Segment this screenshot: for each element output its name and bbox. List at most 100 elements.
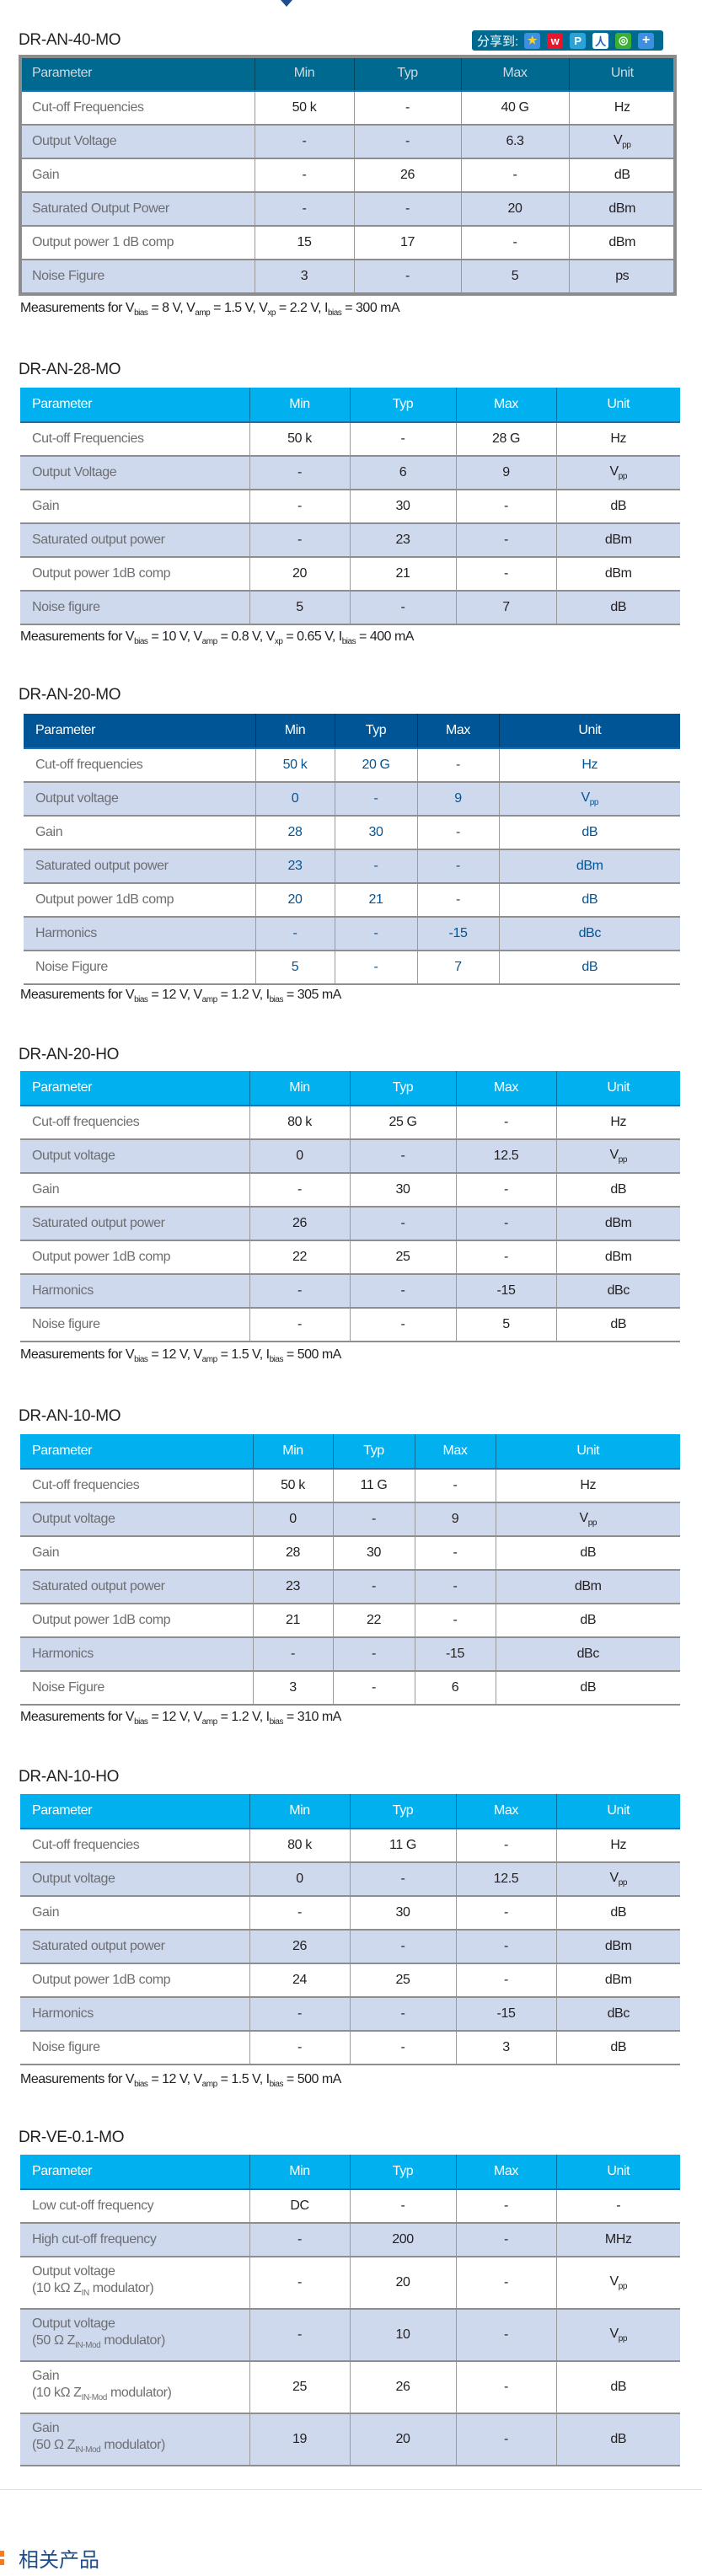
typ-cell: 25 xyxy=(349,1963,456,1998)
table-header-row: Parameter Min Typ Max Unit xyxy=(20,1071,680,1106)
max-cell: - xyxy=(455,1240,556,1275)
column-header-unit: Unit xyxy=(495,1434,680,1470)
typ-cell: 17 xyxy=(353,226,461,260)
max-cell: - xyxy=(414,1536,496,1571)
param-cell: Saturated output power xyxy=(24,849,255,884)
param-cell: Output power 1 dB comp xyxy=(20,226,255,260)
min-cell: - xyxy=(249,1274,350,1309)
param-name: Saturated output power xyxy=(32,1579,165,1593)
table-title: DR-AN-10-HO xyxy=(19,1768,120,1786)
unit-main: dB xyxy=(610,600,627,614)
wechat-icon[interactable]: ◎ xyxy=(615,32,632,49)
text-segment: = 1.2 V, I xyxy=(217,1710,271,1724)
typ-cell: - xyxy=(353,260,461,294)
param-cell: Saturated output power xyxy=(20,1207,249,1241)
unit-cell: dBm xyxy=(555,1240,680,1275)
param-name: Output power 1dB comp xyxy=(35,892,174,907)
subscript: bias xyxy=(134,995,148,1004)
unit-main: dB xyxy=(581,825,598,839)
weibo-icon[interactable]: w xyxy=(547,32,564,49)
max-cell: -15 xyxy=(414,1637,496,1672)
typ-cell: - xyxy=(349,1274,456,1309)
max-cell: - xyxy=(455,2257,556,2310)
param-cell: Harmonics xyxy=(20,1274,249,1309)
typ-cell: 30 xyxy=(349,490,456,524)
unit-main: dBm xyxy=(604,1216,632,1230)
subscript: bias xyxy=(134,1717,148,1727)
subscript: IN-Mod xyxy=(74,2445,101,2455)
column-header-parameter: Parameter xyxy=(20,56,255,92)
param-cell: Saturated output power xyxy=(20,1570,253,1604)
column-header-max: Max xyxy=(455,2155,556,2190)
param-name: Noise Figure xyxy=(32,1680,104,1695)
min-cell: 28 xyxy=(255,816,335,850)
param-name: Gain xyxy=(32,499,60,513)
param-condition: (10 kΩ ZIN modulator) xyxy=(32,2280,249,2302)
qzone-icon[interactable]: ★ xyxy=(524,32,541,49)
tencent-weibo-icon[interactable]: P xyxy=(570,32,587,49)
table-row: Gain (10 kΩ ZIN-Mod modulator) 25 26- dB xyxy=(20,2361,680,2414)
param-name: Cut-off frequencies xyxy=(32,1115,140,1129)
table-row: Output power 1dB comp 21 22- dB xyxy=(20,1604,680,1638)
column-header-typ: Typ xyxy=(349,388,456,423)
table-row: Output voltage 0-12.5 Vpp xyxy=(20,1862,680,1897)
table-row: Noise Figure 5-7 dB xyxy=(24,951,680,985)
min-cell: 3 xyxy=(254,260,354,294)
unit-main: V xyxy=(609,464,619,479)
text-segment: = 310 mA xyxy=(282,1710,341,1724)
max-cell: 12.5 xyxy=(455,1862,556,1897)
subscript: bias xyxy=(134,637,148,646)
more-plus-icon[interactable]: + xyxy=(638,32,655,49)
param-cell: Cut-off frequencies xyxy=(20,1829,249,1863)
param-cell: Cut-off frequencies xyxy=(20,1469,253,1503)
param-name: Saturated output power xyxy=(32,1939,165,1953)
column-header-max: Max xyxy=(455,1794,556,1829)
min-cell: 5 xyxy=(249,591,350,625)
table-row: Output Voltage -6 9 Vpp xyxy=(20,456,680,490)
unit-main: V xyxy=(613,133,623,147)
param-cell: Gain (50 Ω ZIN-Mod modulator) xyxy=(20,2413,249,2466)
table-header-row: Parameter Min Typ Max Unit xyxy=(24,714,680,749)
max-cell: - xyxy=(455,1207,556,1241)
unit-subscript: pp xyxy=(618,472,628,481)
spec-table: Parameter Min Typ Max Unit Cut-off frequencie… xyxy=(20,1434,680,1706)
table-row: Output power 1dB comp 24 25- dBm xyxy=(20,1963,680,1998)
unit-main: dBm xyxy=(574,1579,602,1593)
unit-main: dB xyxy=(581,960,598,974)
param-name: Cut-off frequencies xyxy=(32,1838,140,1852)
min-cell: 26 xyxy=(249,1207,350,1241)
max-cell: 7 xyxy=(455,591,556,625)
max-cell: 20 xyxy=(460,192,569,227)
renren-icon[interactable]: 人 xyxy=(592,32,609,49)
max-cell: - xyxy=(416,748,499,783)
max-cell: - xyxy=(455,1106,556,1140)
param-name: Output power 1dB comp xyxy=(32,566,171,581)
subscript: bias xyxy=(327,308,342,318)
param-cell: Noise figure xyxy=(20,2031,249,2065)
unit-cell: dBm xyxy=(555,1963,680,1998)
param-name: Noise figure xyxy=(32,2040,100,2054)
unit-cell: dBm xyxy=(555,1207,680,1241)
param-cell: Harmonics xyxy=(24,917,255,951)
unit-main: dBm xyxy=(604,533,632,547)
table-row: Cut-off frequencies 50 k 11 G - Hz xyxy=(20,1469,680,1503)
subscript: IN-Mod xyxy=(81,2393,108,2402)
param-cell: Noise Figure xyxy=(24,951,255,985)
table-row: Saturated Output Power - -20 dBm xyxy=(20,192,675,227)
subscript: bias xyxy=(134,1355,148,1364)
table-row: Noise figure 5-7 dB xyxy=(20,591,680,625)
max-cell: - xyxy=(455,2361,556,2414)
column-header-min: Min xyxy=(249,388,350,423)
table-row: Cut-off frequencies 50 k 20 G - Hz xyxy=(24,748,680,783)
min-cell: 25 xyxy=(249,2361,350,2414)
param-name: Saturated output power xyxy=(32,533,165,547)
param-cell: Output voltage xyxy=(20,1502,253,1537)
min-cell: 50 k xyxy=(254,91,354,126)
param-cell: Saturated Output Power xyxy=(20,192,255,227)
param-condition: (10 kΩ ZIN-Mod modulator) xyxy=(32,2385,249,2407)
min-cell: 50 k xyxy=(252,1469,333,1503)
column-header-typ: Typ xyxy=(349,2155,456,2190)
column-header-max: Max xyxy=(414,1434,496,1470)
text-segment: = 300 mA xyxy=(341,301,400,315)
unit-main: dBc xyxy=(578,926,602,940)
